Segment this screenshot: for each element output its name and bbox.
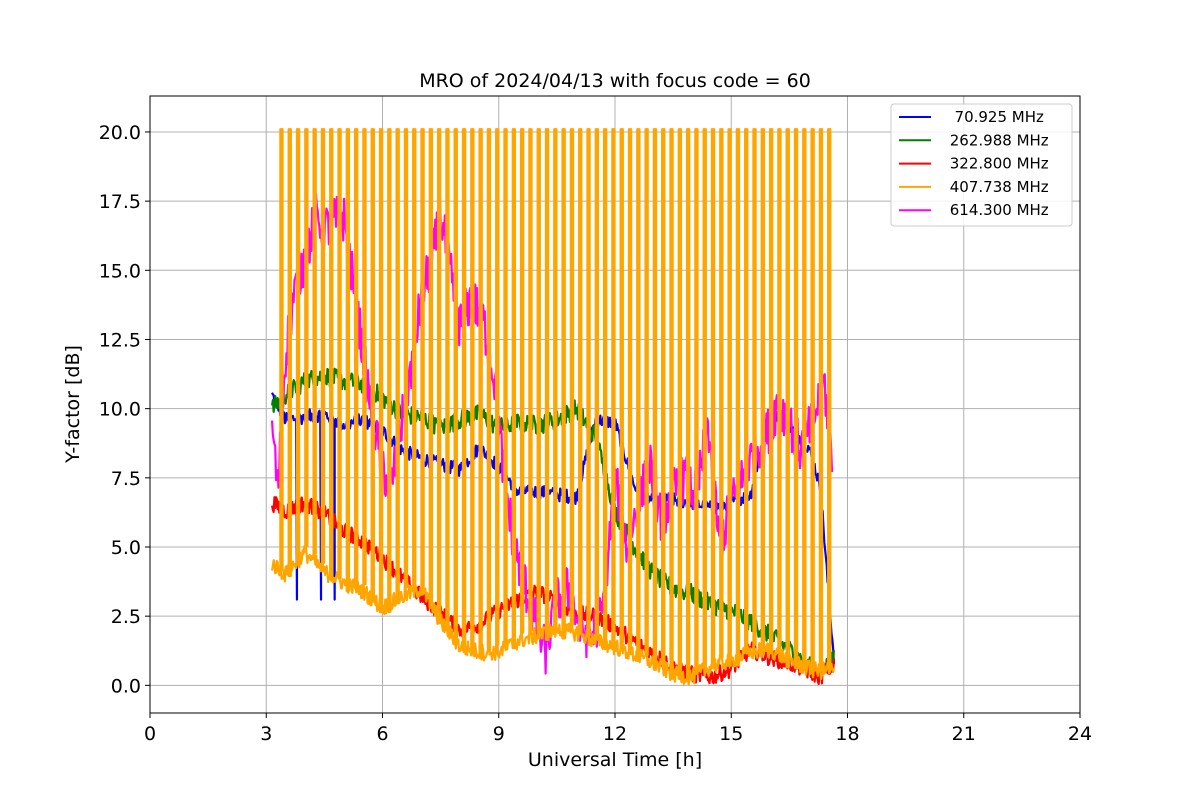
legend-entry: 322.800 MHz xyxy=(945,155,1049,173)
y-tick-label: 20.0 xyxy=(99,122,141,144)
series-line xyxy=(270,128,836,686)
y-axis-title: Y-factor [dB] xyxy=(62,345,84,464)
y-tick-label: 17.5 xyxy=(99,191,141,213)
y-tick-label: 0.0 xyxy=(111,675,141,697)
x-axis: 0 3 6 9 12 15 18 21 24 xyxy=(144,713,1092,745)
x-tick-label: 0 xyxy=(144,723,156,745)
y-tick-label: 5.0 xyxy=(111,537,141,559)
x-tick-label: 3 xyxy=(260,723,272,745)
x-tick-label: 6 xyxy=(376,723,388,745)
x-tick-label: 18 xyxy=(835,723,859,745)
y-tick-label: 2.5 xyxy=(111,606,141,628)
y-axis: 0.0 2.5 5.0 7.5 10.0 12.5 15.0 17.5 20.0 xyxy=(99,122,150,697)
legend-box xyxy=(890,103,1073,227)
legend-entry: 614.300 MHz xyxy=(945,201,1049,219)
legend: 70.925 MHz 262.988 MHz 322.800 MHz 407.7… xyxy=(890,103,1073,227)
y-tick-label: 15.0 xyxy=(99,260,141,282)
x-tick-label: 24 xyxy=(1068,723,1092,745)
y-tick-label: 12.5 xyxy=(99,329,141,351)
y-tick-label: 7.5 xyxy=(111,468,141,490)
chart-title: MRO of 2024/04/13 with focus code = 60 xyxy=(419,70,811,92)
x-tick-label: 9 xyxy=(493,723,505,745)
legend-entry: 407.738 MHz xyxy=(945,178,1049,196)
y-tick-label: 10.0 xyxy=(99,399,141,421)
x-tick-label: 15 xyxy=(719,723,743,745)
series-layer xyxy=(270,128,836,686)
legend-entry: 70.925 MHz xyxy=(945,108,1044,126)
x-tick-label: 12 xyxy=(603,723,627,745)
x-axis-title: Universal Time [h] xyxy=(528,749,702,771)
legend-entry: 262.988 MHz xyxy=(945,131,1049,149)
x-tick-label: 21 xyxy=(952,723,976,745)
